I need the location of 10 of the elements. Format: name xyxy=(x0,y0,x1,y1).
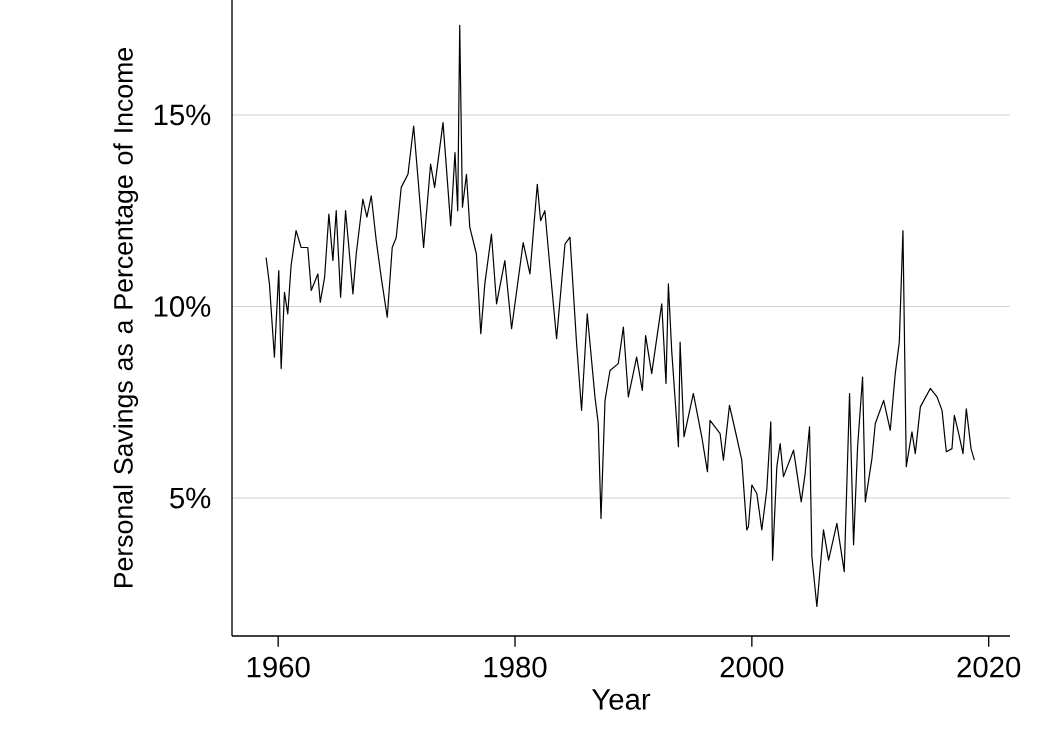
x-tick-label: 2020 xyxy=(957,656,1021,678)
y-tick-label: 15% xyxy=(154,104,211,126)
x-axis-title: Year xyxy=(592,689,651,710)
x-tick-label: 1960 xyxy=(247,656,310,678)
y-axis-title: Personal Savings as a Percentage of Income xyxy=(113,48,139,588)
line-series xyxy=(265,24,975,608)
y-tick-label: 5% xyxy=(170,487,211,509)
x-tick-label: 1980 xyxy=(484,656,547,678)
x-tick-label: 2000 xyxy=(720,656,784,678)
y-tick-label: 10% xyxy=(154,296,211,317)
